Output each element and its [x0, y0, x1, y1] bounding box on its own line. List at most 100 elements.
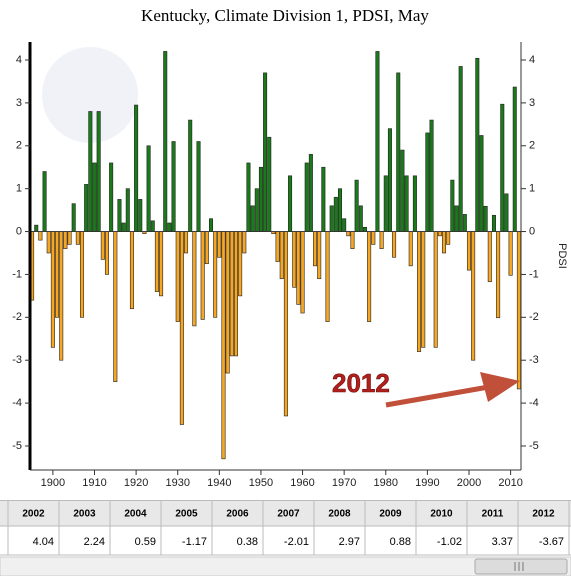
y-tick-label: 1	[16, 183, 22, 195]
bar	[317, 231, 322, 280]
bar	[333, 196, 338, 232]
data-table: 2002 4.04 2003 2.24 2004 0.59 2005 -1.17 2006 0.3…	[0, 500, 571, 576]
y-tick-label: -3	[12, 354, 22, 366]
bar	[304, 162, 309, 232]
bar	[288, 175, 293, 232]
y2-tick-label: -2	[529, 311, 539, 323]
bar	[450, 179, 455, 232]
bar	[134, 104, 139, 232]
bar	[242, 231, 247, 254]
x-tick-label: 1980	[374, 477, 398, 489]
bar	[446, 231, 451, 245]
y-tick-label: -1	[12, 268, 22, 280]
table-cell: 2.97	[339, 536, 360, 548]
scrollbar[interactable]	[0, 556, 571, 576]
bar	[433, 231, 438, 348]
y2-tick-label: -4	[529, 397, 539, 409]
x-tick-label: 1960	[290, 477, 314, 489]
bar	[466, 231, 471, 271]
bar	[321, 166, 326, 232]
bar	[121, 222, 126, 232]
bar	[184, 231, 189, 254]
x-tick-label: 1940	[207, 477, 231, 489]
y-tick-label: 0	[16, 225, 22, 237]
bar	[267, 136, 272, 232]
bar	[475, 57, 480, 232]
chart: Kentucky, Climate Division 1, PDSI, May …	[12, 6, 568, 489]
bar	[396, 72, 401, 232]
bar	[55, 231, 60, 318]
bar	[483, 205, 488, 232]
bar	[258, 166, 263, 232]
bar	[150, 220, 155, 232]
bar	[129, 231, 134, 310]
bar	[254, 188, 259, 232]
bar	[400, 149, 405, 232]
table-cell: 3.37	[492, 536, 513, 548]
y-tick-label: 4	[16, 54, 22, 66]
bar	[229, 231, 234, 357]
bar	[283, 231, 288, 417]
bar	[504, 193, 509, 232]
x-tick-label: 2010	[498, 477, 522, 489]
bar	[92, 162, 97, 232]
bar	[159, 231, 164, 297]
bar	[233, 231, 238, 357]
table-header-bg	[0, 500, 571, 526]
bar	[508, 231, 513, 276]
bar	[200, 231, 205, 320]
bar	[34, 224, 39, 232]
annotation-arrowhead	[480, 372, 520, 402]
bar	[487, 231, 492, 283]
bar	[113, 231, 118, 382]
bar	[238, 231, 243, 297]
bar	[358, 205, 363, 232]
bar	[371, 231, 376, 245]
bar	[308, 154, 313, 232]
bar	[84, 184, 89, 232]
bar	[42, 171, 47, 232]
bar	[75, 231, 80, 245]
bar	[362, 226, 367, 232]
x-tick-label: 1990	[415, 477, 439, 489]
table-header-cell: 2009	[379, 509, 402, 520]
bar	[279, 231, 284, 280]
bar	[104, 231, 109, 275]
table-header-cell: 2010	[430, 509, 453, 520]
bar	[225, 231, 230, 374]
bar	[329, 205, 334, 232]
bar	[100, 231, 105, 260]
bar	[204, 231, 209, 265]
bar	[512, 86, 517, 232]
bar	[367, 231, 372, 322]
thumb-grip	[514, 562, 524, 571]
x-tick-label: 1950	[249, 477, 273, 489]
bar	[117, 199, 122, 232]
y-axis-label: PDSI	[556, 243, 568, 269]
bar	[146, 145, 151, 232]
y2-tick-label: -1	[529, 268, 539, 280]
bar	[163, 51, 168, 232]
x-tick-label: 1970	[332, 477, 356, 489]
bar	[138, 199, 143, 232]
y-tick-label: -2	[12, 311, 22, 323]
bar	[387, 128, 392, 232]
bar	[346, 231, 351, 237]
table-cell: -1.17	[182, 536, 207, 548]
bar	[213, 231, 218, 318]
bar	[250, 205, 255, 232]
y2-tick-label: -3	[529, 354, 539, 366]
bar	[462, 214, 467, 232]
scrollbar-thumb[interactable]	[474, 558, 568, 575]
bar	[80, 231, 85, 318]
bar	[50, 231, 55, 348]
bar	[479, 135, 484, 232]
table-cell: 4.04	[33, 536, 54, 548]
table-header-cell: 2008	[328, 509, 351, 520]
table-header-cell: 2007	[277, 509, 300, 520]
bar	[392, 231, 397, 258]
table-header-cell: 2002	[22, 509, 45, 520]
bar	[221, 231, 226, 460]
y2-tick-label: 3	[529, 97, 535, 109]
y-tick-label: 2	[16, 140, 22, 152]
